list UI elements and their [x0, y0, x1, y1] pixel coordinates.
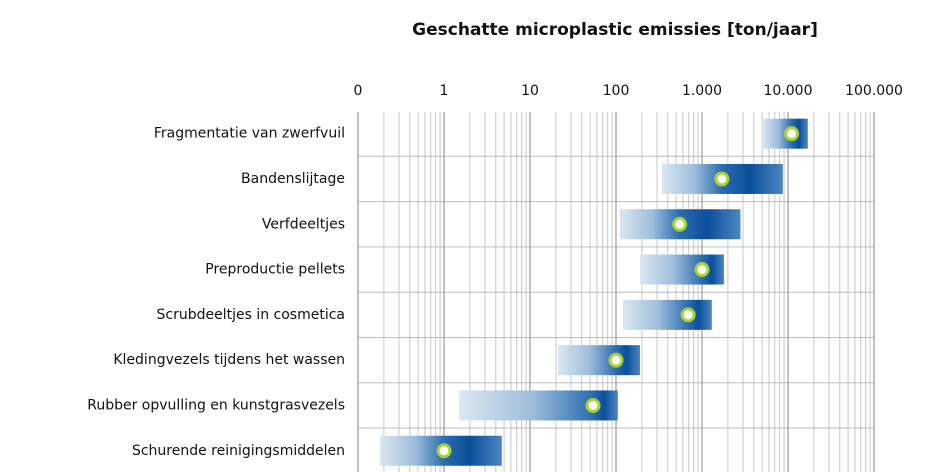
estimate-marker — [672, 216, 688, 232]
x-tick-label: 100 — [603, 83, 630, 99]
y-tick-label: Fragmentatie van zwerfvuil — [154, 126, 345, 142]
range-bar — [639, 254, 724, 285]
estimate-marker — [680, 307, 696, 323]
x-tick-label: 10.000 — [764, 83, 813, 99]
y-tick-label: Scrubdeeltjes in cosmetica — [156, 307, 345, 323]
chart-title: Geschatte microplastic emissies [ton/jaa… — [412, 20, 818, 40]
x-tick-label: 1 — [440, 83, 449, 99]
y-tick-label: Schurende reinigingsmiddelen — [132, 443, 345, 459]
estimate-marker — [436, 443, 452, 459]
estimate-marker — [784, 126, 800, 142]
y-tick-label: Verfdeeltjes — [262, 216, 345, 232]
estimate-marker — [694, 262, 710, 278]
estimate-marker — [714, 171, 730, 187]
y-tick-label: Rubber opvulling en kunstgrasvezels — [87, 397, 345, 413]
x-tick-label: 1.000 — [682, 83, 722, 99]
estimate-marker — [585, 397, 601, 413]
range-bar — [622, 299, 712, 330]
y-tick-label: Preproductie pellets — [205, 262, 345, 278]
x-tick-label: 10 — [521, 83, 539, 99]
range-bar — [557, 345, 640, 376]
x-tick-label: 0 — [354, 83, 363, 99]
x-tick-label: 100.000 — [845, 83, 903, 99]
y-tick-label: Kledingvezels tijdens het wassen — [113, 352, 345, 368]
estimate-marker — [608, 352, 624, 368]
y-tick-label: Bandenslijtage — [241, 171, 345, 187]
